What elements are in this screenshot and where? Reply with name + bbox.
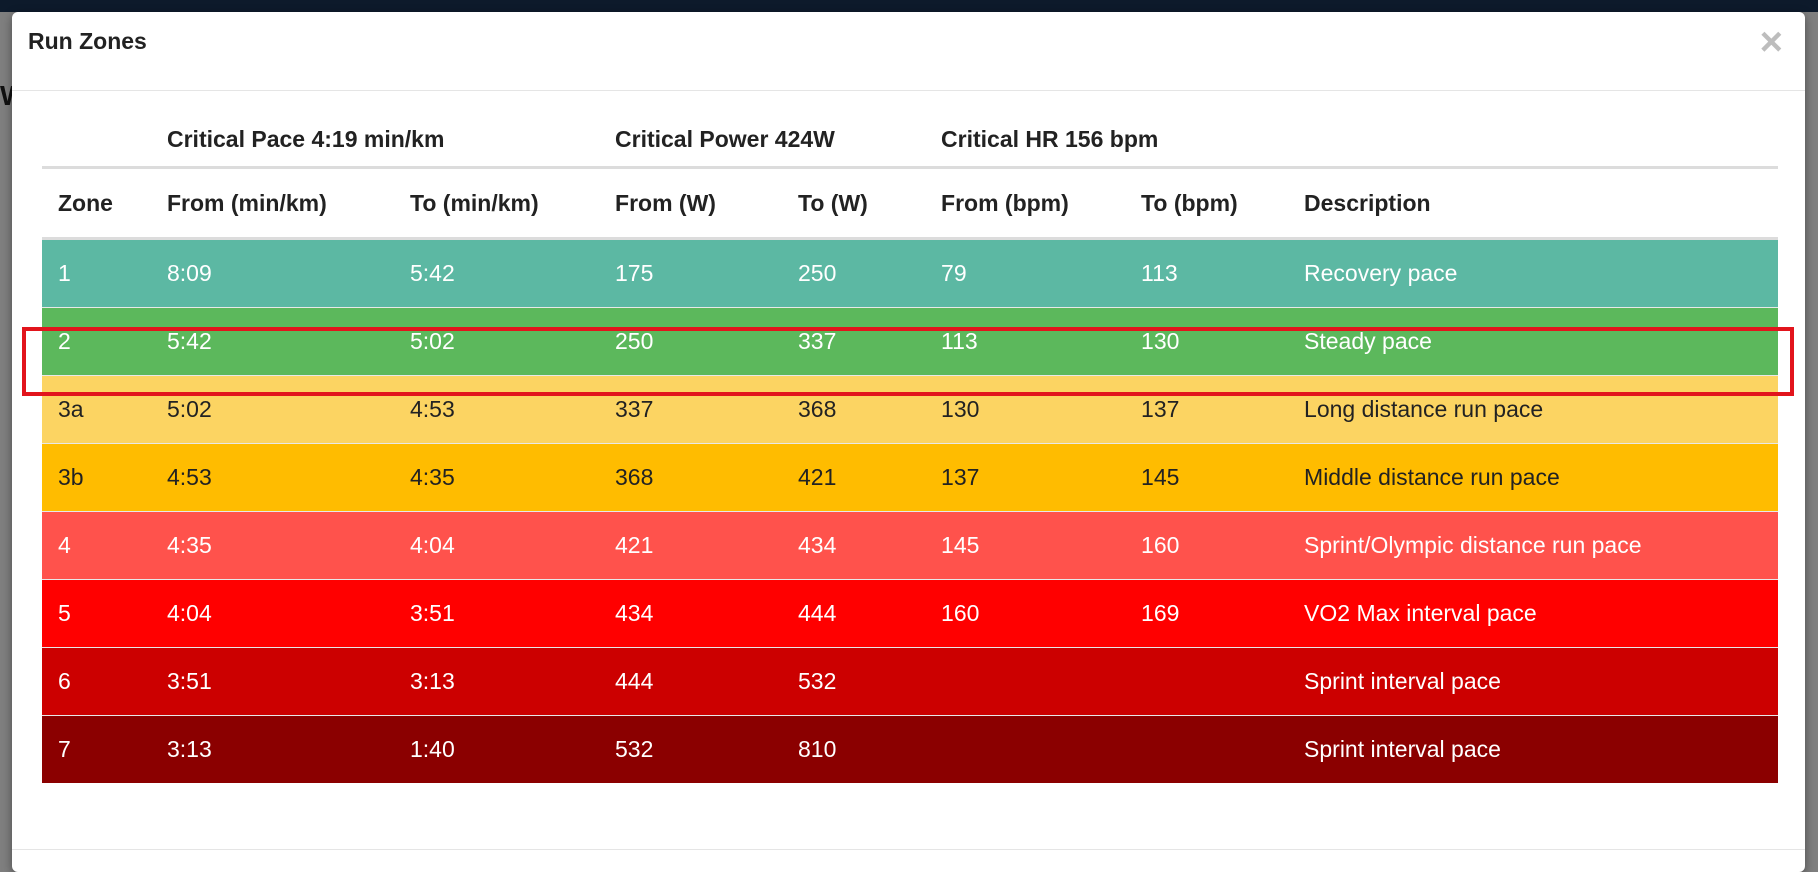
hr-to-cell: 137	[1125, 375, 1289, 444]
hr-to-cell: 160	[1125, 511, 1289, 580]
background-left-edge: W	[0, 80, 26, 111]
hr-from-cell	[925, 715, 1126, 783]
pace-to-cell: 5:42	[394, 238, 600, 308]
power-from-cell: 175	[599, 238, 783, 308]
pace-from-cell: 3:51	[151, 647, 394, 716]
pace-from-cell: 4:35	[151, 511, 394, 580]
power-to-cell: 810	[782, 715, 926, 783]
hr-from-cell: 145	[925, 511, 1126, 580]
close-icon[interactable]: ×	[1759, 20, 1783, 64]
background-right-edge	[1804, 250, 1818, 750]
zones-table-body: 1 8:09 5:42 175 250 79 113 Recovery pace 2 5:42 5:…	[42, 238, 1779, 783]
description-cell: Steady pace	[1288, 307, 1779, 376]
description-cell: Middle distance run pace	[1288, 443, 1779, 512]
pace-to-cell: 4:53	[394, 375, 600, 444]
pace-to-cell: 4:04	[394, 511, 600, 580]
col-pace-to: To (min/km)	[394, 167, 600, 240]
col-zone: Zone	[42, 167, 151, 240]
col-pace-from: From (min/km)	[151, 167, 394, 240]
column-header-row: Zone From (min/km) To (min/km) From (W) …	[42, 167, 1779, 240]
modal-header: Run Zones ×	[12, 12, 1805, 91]
pace-from-cell: 3:13	[151, 715, 394, 783]
power-to-cell: 368	[782, 375, 926, 444]
zone-cell: 3b	[42, 443, 151, 512]
zone-row-6: 6 3:51 3:13 444 532 Sprint interval pace	[42, 647, 1779, 716]
critical-hr-header: Critical HR 156 bpm	[925, 112, 1779, 169]
power-from-cell: 337	[599, 375, 783, 444]
description-cell: VO2 Max interval pace	[1288, 579, 1779, 648]
description-cell: Recovery pace	[1288, 238, 1779, 308]
zones-table-container: Critical Pace 4:19 min/km Critical Power…	[42, 112, 1779, 783]
col-description: Description	[1288, 167, 1779, 240]
pace-from-cell: 8:09	[151, 238, 394, 308]
power-from-cell: 250	[599, 307, 783, 376]
pace-from-cell: 4:04	[151, 579, 394, 648]
hr-to-cell	[1125, 715, 1289, 783]
zone-row-2: 2 5:42 5:02 250 337 113 130 Steady pace	[42, 307, 1779, 376]
zone-row-7: 7 3:13 1:40 532 810 Sprint interval pace	[42, 715, 1779, 783]
col-power-to: To (W)	[782, 167, 926, 240]
zone-cell: 4	[42, 511, 151, 580]
zones-table: Critical Pace 4:19 min/km Critical Power…	[42, 112, 1779, 783]
hr-from-cell: 113	[925, 307, 1126, 376]
hr-from-cell	[925, 647, 1126, 716]
zone-row-1: 1 8:09 5:42 175 250 79 113 Recovery pace	[42, 238, 1779, 308]
power-to-cell: 434	[782, 511, 926, 580]
zone-cell: 6	[42, 647, 151, 716]
col-power-from: From (W)	[599, 167, 783, 240]
pace-from-cell: 5:42	[151, 307, 394, 376]
pace-to-cell: 1:40	[394, 715, 600, 783]
zone-cell: 2	[42, 307, 151, 376]
description-cell: Sprint/Olympic distance run pace	[1288, 511, 1779, 580]
critical-power-header: Critical Power 424W	[599, 112, 926, 169]
pace-to-cell: 5:02	[394, 307, 600, 376]
col-hr-from: From (bpm)	[925, 167, 1126, 240]
hr-to-cell: 130	[1125, 307, 1289, 376]
power-to-cell: 337	[782, 307, 926, 376]
power-to-cell: 421	[782, 443, 926, 512]
zone-cell: 3a	[42, 375, 151, 444]
power-to-cell: 444	[782, 579, 926, 648]
power-from-cell: 368	[599, 443, 783, 512]
run-zones-modal: Run Zones × Critical Pace 4:19 min/km Cr…	[12, 12, 1805, 872]
group-header-empty	[42, 112, 151, 169]
hr-from-cell: 137	[925, 443, 1126, 512]
pace-to-cell: 4:35	[394, 443, 600, 512]
group-header-row: Critical Pace 4:19 min/km Critical Power…	[42, 112, 1779, 169]
pace-to-cell: 3:13	[394, 647, 600, 716]
critical-pace-header: Critical Pace 4:19 min/km	[151, 112, 600, 169]
pace-from-cell: 4:53	[151, 443, 394, 512]
modal-footer-divider	[12, 849, 1805, 850]
power-to-cell: 250	[782, 238, 926, 308]
zone-cell: 7	[42, 715, 151, 783]
pace-to-cell: 3:51	[394, 579, 600, 648]
power-from-cell: 532	[599, 715, 783, 783]
hr-to-cell	[1125, 647, 1289, 716]
power-from-cell: 434	[599, 579, 783, 648]
zone-row-5: 5 4:04 3:51 434 444 160 169 VO2 Max interval pa…	[42, 579, 1779, 648]
hr-to-cell: 145	[1125, 443, 1289, 512]
power-from-cell: 421	[599, 511, 783, 580]
hr-from-cell: 160	[925, 579, 1126, 648]
power-to-cell: 532	[782, 647, 926, 716]
zone-cell: 1	[42, 238, 151, 308]
zone-cell: 5	[42, 579, 151, 648]
zone-row-3a: 3a 5:02 4:53 337 368 130 137 Long distance run …	[42, 375, 1779, 444]
hr-from-cell: 130	[925, 375, 1126, 444]
hr-to-cell: 113	[1125, 238, 1289, 308]
pace-from-cell: 5:02	[151, 375, 394, 444]
background-navbar	[0, 0, 1818, 12]
zone-row-3b: 3b 4:53 4:35 368 421 137 145 Middle distance ru…	[42, 443, 1779, 512]
description-cell: Long distance run pace	[1288, 375, 1779, 444]
hr-to-cell: 169	[1125, 579, 1289, 648]
hr-from-cell: 79	[925, 238, 1126, 308]
description-cell: Sprint interval pace	[1288, 647, 1779, 716]
description-cell: Sprint interval pace	[1288, 715, 1779, 783]
col-hr-to: To (bpm)	[1125, 167, 1289, 240]
zone-row-4: 4 4:35 4:04 421 434 145 160 Sprint/Olympic dist…	[42, 511, 1779, 580]
power-from-cell: 444	[599, 647, 783, 716]
modal-title: Run Zones	[28, 28, 147, 54]
